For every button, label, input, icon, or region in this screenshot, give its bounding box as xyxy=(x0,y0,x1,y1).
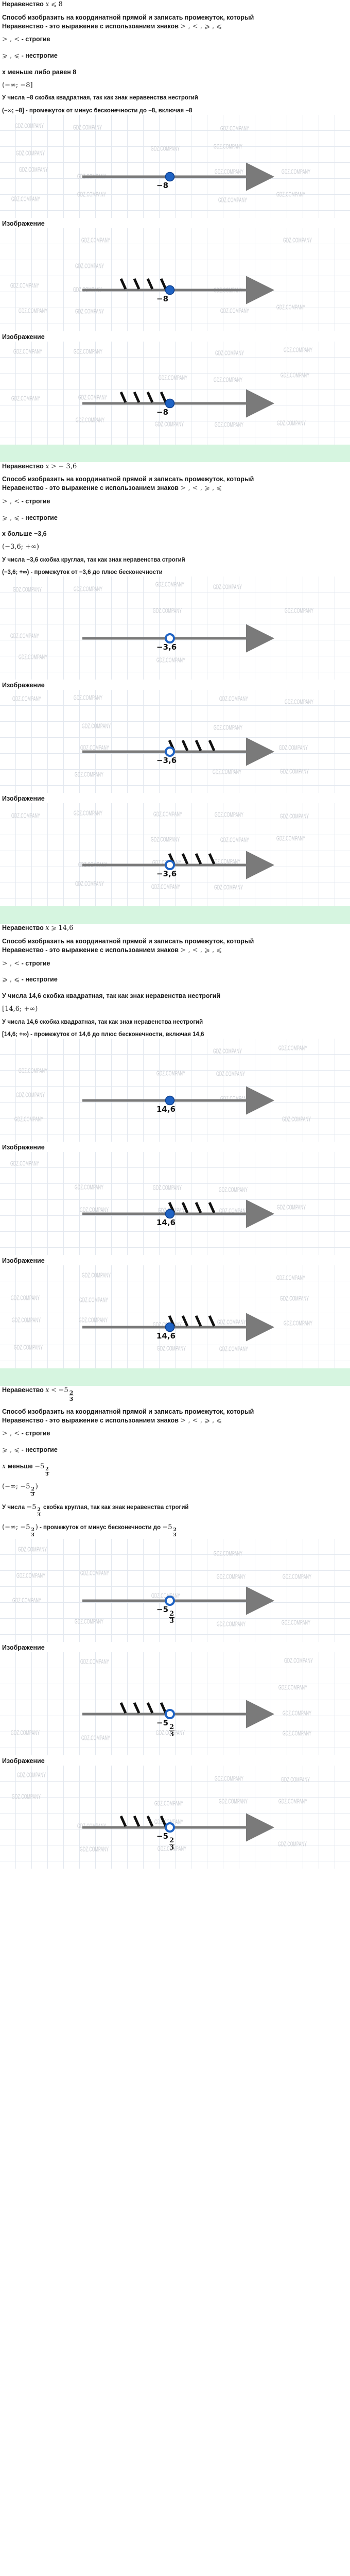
reading-line: x больше −3,6 xyxy=(2,530,47,538)
interval-note: (−∞; −5 2 3) - промежуток от минус бесконе… xyxy=(2,1523,177,1538)
number-line xyxy=(82,851,274,879)
image-heading: Изображение xyxy=(0,680,350,690)
number-line xyxy=(82,1813,274,1842)
section-separator xyxy=(0,906,350,924)
definition-line: Неравенство - это выражение с использоан… xyxy=(2,1416,222,1425)
section-s3-text: Неравенство x ⩾ 14,6 Способ изобразить н… xyxy=(0,924,350,1039)
inequality-title: Неравенство x > − 3,6 xyxy=(2,462,77,470)
section-separator xyxy=(0,1368,350,1386)
image-heading: Изображение xyxy=(0,1141,350,1152)
definition-line: Неравенство - это выражение с использоан… xyxy=(2,22,222,30)
number-line xyxy=(82,276,274,304)
number-line-point-label: −5 2 3 xyxy=(156,1718,175,1739)
number-line-diagram: GDZ.COMPANY GDZ.COMPANY GDZ.COMPANY GDZ.COM… xyxy=(0,1766,350,1869)
number-line-point-label: −8 xyxy=(156,407,169,417)
reading-line: x меньше либо равен 8 xyxy=(2,68,77,76)
number-line-diagram: GDZ.COMPANY GDZ.COMPANY GDZ.COMPANY GDZ.COM… xyxy=(0,1151,350,1255)
method-line: Способ изобразить на координатной прямой… xyxy=(2,476,254,483)
strict-signs-line: > , < - строгие xyxy=(2,1430,50,1438)
image-heading: Изображение xyxy=(0,793,350,804)
nonstrict-signs-line: ⩾ , ⩽ - нестрогие xyxy=(2,1446,58,1454)
number-line xyxy=(82,389,274,418)
number-line-point-label: −3,6 xyxy=(156,869,177,879)
number-line-diagram: GDZ.COMPANY GDZ.COMPANY GDZ.COMPANY GDZ.COM… xyxy=(0,114,350,218)
nonstrict-signs-line: ⩾ , ⩽ - нестрогие xyxy=(2,52,58,60)
number-line-point-label: −3,6 xyxy=(156,642,177,652)
definition-line: Неравенство - это выражение с использоан… xyxy=(2,484,222,493)
strict-signs-line: > , < - строгие xyxy=(2,36,50,44)
number-line-diagram: GDZ.COMPANY GDZ.COMPANY GDZ.COMPANY GDZ.COM… xyxy=(0,1265,350,1368)
interval-line: (−3,6; +∞) xyxy=(2,543,39,551)
bracket-note: У числа 14,6 скобка квадратная, так как … xyxy=(2,1019,203,1025)
method-line: Способ изобразить на координатной прямой… xyxy=(2,13,254,21)
image-heading: Изображение xyxy=(0,217,350,228)
section-separator xyxy=(0,444,350,462)
method-line: Способ изобразить на координатной прямой… xyxy=(2,1408,254,1415)
number-line-point-label: 14,6 xyxy=(156,1331,176,1341)
number-line-point-label: −3,6 xyxy=(156,756,177,766)
interval-line: (−∞; −8] xyxy=(2,81,33,89)
number-line-point-label: −8 xyxy=(156,180,169,190)
nonstrict-signs-line: ⩾ , ⩽ - нестрогие xyxy=(2,976,58,984)
method-line: Способ изобразить на координатной прямой… xyxy=(2,937,254,945)
number-line xyxy=(82,624,274,653)
number-line xyxy=(82,1313,274,1342)
number-line-diagram: GDZ.COMPANY GDZ.COMPANY GDZ.COMPANY GDZ.COM… xyxy=(0,1652,350,1756)
number-line-diagram: GDZ.COMPANY GDZ.COMPANY GDZ.COMPANY GDZ.COM… xyxy=(0,341,350,445)
image-heading: Изображение xyxy=(0,1642,350,1653)
section-s4-text: Неравенство x < −5 2 3 Способ изобразить н… xyxy=(0,1386,350,1539)
number-line xyxy=(82,1199,274,1228)
number-line-point-label: −5 2 3 xyxy=(156,1832,175,1852)
number-line-point-label: −8 xyxy=(156,294,169,303)
number-line-point-label: 14,6 xyxy=(156,1217,176,1227)
number-line-diagram: GDZ.COMPANY GDZ.COMPANY GDZ.COMPANY GDZ.COM… xyxy=(0,690,350,793)
number-line-diagram: GDZ.COMPANY GDZ.COMPANY GDZ.COMPANY GDZ.COM… xyxy=(0,1539,350,1642)
section-s1-text: Неравенство x ⩽ 8 Способ изобразить на к… xyxy=(0,0,350,115)
bracket-note: У числа −5 2 3 скобка круглая, так как зна… xyxy=(2,1503,189,1518)
strict-signs-line: > , < - строгие xyxy=(2,959,50,968)
inequality-title: Неравенство x ⩽ 8 xyxy=(2,1,63,8)
number-line-point-label: −5 2 3 xyxy=(156,1605,175,1625)
interval-line: (−∞; −5 2 3) xyxy=(2,1483,38,1498)
inequality-title: Неравенство x < −5 2 3 xyxy=(2,1386,74,1403)
nonstrict-signs-line: ⩾ , ⩽ - нестрогие xyxy=(2,514,58,522)
number-line xyxy=(82,162,274,191)
sections-root: Неравенство x ⩽ 8 Способ изобразить на к… xyxy=(0,0,350,1869)
number-line-diagram: GDZ.COMPANY GDZ.COMPANY GDZ.COMPANY GDZ.COM… xyxy=(0,228,350,331)
bracket-note: У числа −8 скобка квадратная, так как зн… xyxy=(2,95,198,101)
number-line-diagram: GDZ.COMPANY GDZ.COMPANY GDZ.COMPANY GDZ.COM… xyxy=(0,577,350,680)
interval-note: (−3,6; +∞) - промежуток от −3,6 до плюс … xyxy=(2,569,163,576)
interval-note: (−∞; −8] - промежуток от минус бесконечн… xyxy=(2,107,192,114)
number-line-point-label: 14,6 xyxy=(156,1104,176,1114)
solution-page: Неравенство x ⩽ 8 Способ изобразить на к… xyxy=(0,0,350,1869)
bracket-note: У числа −3,6 скобка круглая, так как зна… xyxy=(2,557,185,564)
image-heading: Изображение xyxy=(0,1255,350,1265)
number-line xyxy=(82,1086,274,1115)
number-line-diagram: GDZ.COMPANY GDZ.COMPANY GDZ.COMPANY GDZ.COM… xyxy=(0,803,350,907)
interval-note: [14,6; +∞) - промежуток от 14,6 до плюс … xyxy=(2,1031,204,1038)
image-heading: Изображение xyxy=(0,331,350,342)
section-s2-text: Неравенство x > − 3,6 Способ изобразить … xyxy=(0,462,350,577)
strict-signs-line: > , < - строгие xyxy=(2,497,50,505)
reading-line: x меньше −5 2 3 xyxy=(2,1462,49,1477)
number-line xyxy=(82,1700,274,1728)
number-line-diagram: GDZ.COMPANY GDZ.COMPANY GDZ.COMPANY GDZ.COM… xyxy=(0,1038,350,1142)
number-line xyxy=(82,737,274,766)
reading-line: У числа 14,6 скобка квадратная, так как … xyxy=(2,992,221,999)
definition-line: Неравенство - это выражение с использоан… xyxy=(2,946,222,954)
interval-line: [14,6; +∞) xyxy=(2,1005,38,1013)
number-line xyxy=(82,1586,274,1615)
inequality-title: Неравенство x ⩾ 14,6 xyxy=(2,924,74,933)
image-heading: Изображение xyxy=(0,1755,350,1766)
